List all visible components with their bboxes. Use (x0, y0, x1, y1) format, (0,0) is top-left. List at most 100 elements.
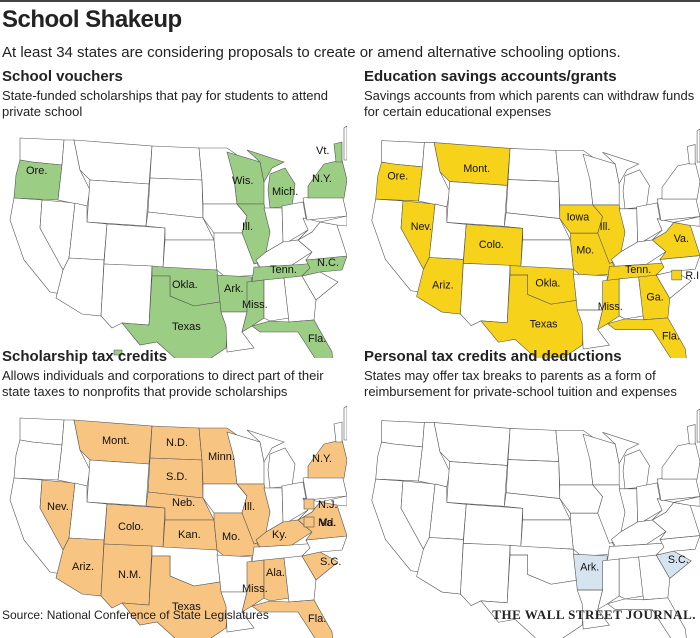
state-mont (73, 139, 153, 185)
state-ga (638, 274, 671, 321)
state-wva (652, 498, 675, 521)
state-wva (297, 217, 321, 241)
us-map-savings: Ore. Mont. Nev. Colo. Iowa Ill. Mo. Va. Ariz. Okl… (371, 128, 700, 358)
state-wyo (446, 181, 508, 227)
state-ohio (636, 202, 663, 243)
panel-title: School vouchers (2, 68, 123, 85)
state-ny (661, 161, 700, 200)
state-label: Nev. (47, 501, 69, 513)
state-label: Ark. (224, 283, 244, 295)
panel-title: Scholarship tax credits (2, 348, 168, 365)
state-maine (696, 408, 700, 443)
state-label: Ariz. (72, 561, 94, 573)
state-ore (13, 439, 63, 481)
state-label: Ore. (387, 171, 408, 183)
state-label: Ill. (242, 221, 253, 233)
state-colo (103, 223, 166, 268)
state-sd (505, 179, 561, 219)
state-label: Tenn. (625, 264, 651, 276)
state-fla (606, 317, 687, 358)
state-label: Vt. (316, 145, 329, 157)
state-label: Ore. (26, 165, 47, 177)
state-label: Okla. (535, 278, 560, 290)
legend-label: N.J. (318, 499, 338, 511)
us-map-vouchers: Ore. Wis. Mich. N.Y. Vt. Ill. Okla. Ark. Tenn. N.… (9, 125, 347, 358)
state-nd (507, 428, 560, 462)
top-rule (0, 0, 700, 2)
state-label: S.C. (320, 556, 341, 568)
state-label: Mich. (272, 186, 298, 198)
state-label: Va. (674, 233, 689, 245)
state-label: Va. (320, 517, 336, 529)
state-wyo (446, 461, 508, 507)
state-ala (263, 277, 290, 322)
state-maine (343, 405, 347, 441)
state-label: Texas (530, 319, 558, 331)
source-note: Source: National Conference of State Leg… (2, 608, 269, 622)
state-ala (263, 557, 290, 602)
state-nm (100, 263, 153, 329)
state-ny (307, 159, 347, 199)
panel-description: State-funded scholarships that pay for s… (2, 88, 328, 119)
us-map-personal: Ark. S.C. (371, 408, 700, 638)
state-nm (460, 263, 511, 327)
state-maine (343, 125, 347, 161)
state-fla (251, 319, 333, 358)
panel-description: States may offer tax breaks to parents a… (364, 368, 677, 399)
state-label: Fla. (308, 333, 326, 345)
panel-school-vouchers: School vouchers State-funded scholarship… (2, 68, 347, 358)
state-label: Colo. (479, 239, 504, 251)
state-label: Miss. (242, 299, 268, 311)
legend-label: Md. (318, 517, 336, 529)
state-label: Hawaii (104, 357, 137, 358)
state-label: Texas (172, 321, 201, 333)
state-ga (283, 275, 317, 323)
state-vt (687, 424, 696, 445)
state-label: N.C. (317, 257, 339, 269)
state-label: Ariz. (432, 280, 453, 292)
state-sd (505, 459, 561, 499)
state-mich (622, 449, 650, 490)
state-label: N.Y. (312, 453, 332, 465)
page-title: School Shakeup (2, 6, 182, 33)
state-label: Nev. (411, 221, 432, 233)
state-label: Neb. (172, 497, 195, 509)
state-ga (283, 555, 317, 603)
state-label: Tenn. (270, 264, 297, 276)
state-label: Wis. (232, 175, 253, 187)
state-ore (375, 441, 423, 482)
state-label: Minn. (208, 451, 235, 463)
panel-personal-tax-credits: Personal tax credits and deductions Stat… (364, 348, 700, 638)
panel-title: Personal tax credits and deductions (364, 348, 622, 365)
state-mich (246, 429, 285, 463)
state-ohio (281, 481, 309, 523)
panel-description: Savings accounts from which parents can … (364, 88, 695, 119)
state-texas (480, 554, 585, 638)
state-label: Ill. (244, 501, 255, 513)
state-label: Ark. (580, 562, 599, 574)
state-nc (301, 535, 347, 557)
state-kan (520, 519, 574, 550)
legend-label: R.I. (685, 270, 700, 282)
state-md (673, 496, 700, 507)
state-wva (652, 218, 675, 241)
state-md (673, 216, 700, 227)
state-label: Ala. (266, 567, 285, 579)
us-map-scholarship: Mont. N.D. Minn. S.D. Neb. Nev. Colo. Kan. Mo. Il… (9, 405, 347, 638)
state-kan (162, 239, 218, 271)
state-label: N.M. (118, 569, 141, 581)
state-label: Mont. (463, 163, 490, 175)
state-wyo (86, 459, 150, 507)
state-vt (687, 144, 696, 165)
state-texas (121, 555, 229, 638)
state-mich (622, 169, 650, 210)
state-label: S.D. (166, 471, 187, 483)
state-label: Ky. (272, 529, 287, 541)
state-nc (301, 255, 347, 277)
panel-education-savings: Education savings accounts/grants Saving… (364, 68, 700, 358)
state-label: Mont. (102, 435, 130, 447)
panel-title: Education savings accounts/grants (364, 68, 617, 85)
state-ny (661, 441, 700, 480)
legend-swatch (303, 498, 315, 510)
state-md (319, 495, 347, 507)
